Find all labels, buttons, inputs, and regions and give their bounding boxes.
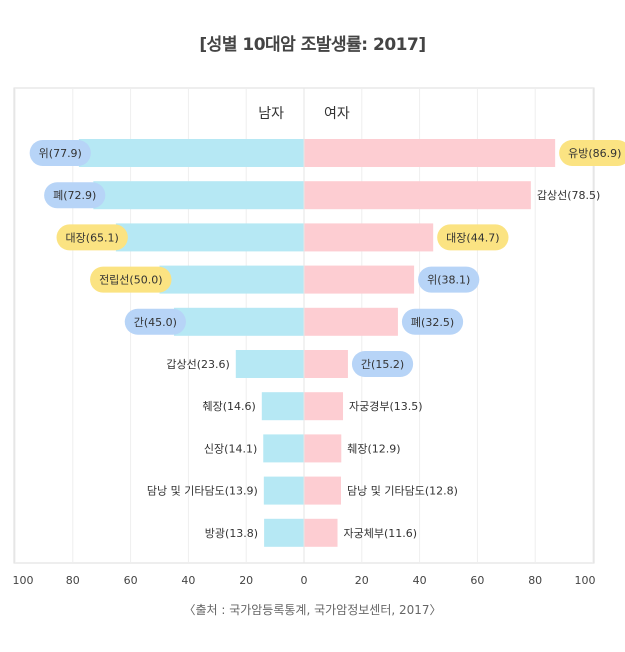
series-label-male: 남자 — [258, 106, 284, 122]
data-label-female-badge — [437, 224, 509, 251]
x-tick-label: 20 — [239, 574, 253, 587]
data-label-female: 대장(44.7) — [446, 231, 499, 244]
data-label-female-badge — [351, 351, 414, 377]
bar-female — [304, 223, 434, 252]
data-label-male-badge — [44, 182, 106, 209]
bar-female — [304, 181, 531, 210]
data-label-male-badge — [124, 308, 186, 335]
data-label-male: 췌장(14.6) — [202, 400, 255, 413]
bar-female — [304, 476, 341, 505]
data-label-female: 유방(86.9) — [568, 147, 621, 160]
data-label-male: 간(45.0) — [134, 316, 177, 329]
chart-source: 〈출처 : 국가암등록통계, 국가암정보센터, 2017〉 — [183, 603, 442, 617]
data-label-female-badge — [401, 308, 464, 335]
data-label-female: 췌장(12.9) — [347, 442, 400, 455]
data-label-male-badge — [56, 224, 128, 251]
data-label-female: 담낭 및 기타담도(12.8) — [347, 485, 458, 498]
data-label-male: 폐(72.9) — [53, 189, 96, 202]
data-label-female: 위(38.1) — [427, 274, 470, 287]
bar-female — [304, 392, 344, 421]
data-label-male: 신장(14.1) — [204, 442, 257, 455]
bar-male — [93, 181, 304, 210]
x-tick-label: 20 — [355, 574, 369, 587]
data-label-female: 자궁경부(13.5) — [349, 400, 423, 413]
x-tick-label: 0 — [301, 574, 308, 587]
bar-female — [304, 139, 556, 167]
data-label-male: 대장(65.1) — [66, 231, 119, 244]
x-tick-label: 40 — [413, 574, 427, 587]
data-label-female: 자궁체부(11.6) — [344, 527, 418, 540]
bar-female — [304, 265, 415, 294]
data-label-female: 폐(32.5) — [411, 316, 454, 329]
x-tick-label: 80 — [528, 574, 542, 587]
x-tick-label: 60 — [124, 574, 138, 587]
bar-female — [304, 350, 348, 378]
bar-male — [264, 518, 304, 547]
x-tick-label: 80 — [66, 574, 80, 587]
bar-female — [304, 518, 338, 547]
bar-female — [304, 434, 342, 463]
bar-male — [235, 350, 304, 378]
data-label-female: 갑상선(78.5) — [537, 189, 600, 202]
data-label-male: 위(77.9) — [39, 147, 82, 160]
x-tick-label: 100 — [575, 574, 596, 587]
bar-male — [115, 223, 305, 252]
chart-title: [성별 10대암 조발생률: 2017] — [199, 35, 426, 55]
data-label-male: 방광(13.8) — [205, 527, 258, 540]
data-label-male: 갑상선(23.6) — [166, 358, 229, 371]
bar-male — [263, 476, 304, 505]
x-tick-label: 100 — [13, 574, 34, 587]
x-tick-label: 40 — [181, 574, 195, 587]
bar-male — [261, 392, 304, 421]
data-label-male: 담낭 및 기타담도(13.9) — [147, 485, 258, 498]
data-label-female: 간(15.2) — [361, 358, 404, 371]
bar-male — [159, 265, 304, 294]
data-label-female-badge — [418, 266, 480, 293]
x-tick-label: 60 — [470, 574, 484, 587]
data-label-male-badge — [90, 266, 172, 293]
bar-male — [263, 434, 304, 463]
bar-male — [78, 139, 304, 167]
data-label-male-badge — [29, 140, 91, 166]
bar-male — [173, 307, 304, 336]
bar-female — [304, 307, 398, 336]
data-label-female-badge — [559, 140, 625, 166]
data-label-male: 전립선(50.0) — [99, 274, 162, 287]
series-label-female: 여자 — [324, 106, 350, 122]
